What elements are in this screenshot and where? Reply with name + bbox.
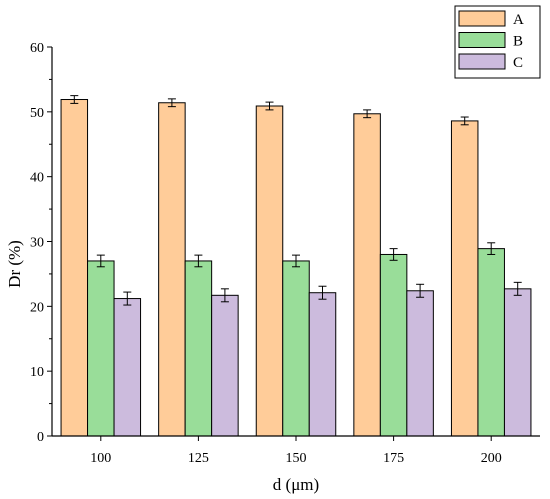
- bar-A-125: [158, 102, 186, 437]
- y-tick-label: 60: [30, 41, 44, 56]
- x-axis-title: d (μm): [273, 475, 319, 494]
- bar-C-200: [503, 288, 532, 437]
- legend-item-B: B: [458, 32, 523, 50]
- ticks-layer: 0 10 20 30 40 50 60 100 125 150 175 200: [30, 41, 502, 466]
- y-tick-label: 20: [30, 300, 44, 315]
- legend-swatch: [458, 53, 506, 70]
- error-bar-C-150: [318, 285, 327, 300]
- bar-C-150: [308, 292, 337, 437]
- legend-label: A: [513, 12, 524, 28]
- y-tick-label: 50: [30, 106, 44, 121]
- error-bar-C-100: [123, 291, 132, 306]
- error-bar-B-100: [96, 254, 105, 268]
- x-tick-label: 100: [90, 451, 111, 466]
- bar-A-175: [353, 113, 381, 437]
- bar-A-100: [60, 99, 89, 437]
- x-tick-label: 125: [188, 451, 209, 466]
- y-tick-label: 30: [30, 236, 44, 251]
- x-tick-label: 150: [286, 451, 307, 466]
- legend-swatch: [458, 10, 506, 27]
- bar-B-125: [184, 260, 213, 437]
- bar-C-100: [113, 298, 142, 437]
- x-tick-label: 175: [383, 451, 404, 466]
- error-bar-B-125: [194, 254, 203, 268]
- legend-swatch: [458, 32, 506, 48]
- error-bar-C-200: [513, 281, 522, 296]
- bar-A-200: [450, 120, 479, 437]
- error-bar-B-150: [292, 254, 300, 268]
- error-bars-layer: [70, 95, 522, 306]
- bar-B-100: [87, 260, 115, 437]
- error-bar-C-125: [220, 288, 229, 303]
- error-bar-B-175: [389, 248, 398, 261]
- bar-B-175: [379, 253, 408, 437]
- bars-layer: [60, 99, 532, 437]
- bar-C-175: [406, 290, 434, 437]
- legend-label: B: [513, 34, 523, 50]
- bar-C-125: [211, 294, 239, 437]
- error-bar-A-175: [363, 109, 372, 119]
- bar-B-200: [477, 248, 505, 437]
- legend-item-A: A: [458, 10, 524, 28]
- bar-B-150: [282, 260, 310, 437]
- y-tick-label: 10: [30, 365, 44, 380]
- error-bar-A-125: [167, 98, 176, 108]
- error-bar-A-100: [70, 95, 79, 104]
- legend-label: C: [513, 55, 523, 71]
- y-axis-title: Dr (%): [5, 240, 24, 288]
- legend-item-C: C: [458, 53, 523, 71]
- error-bar-A-150: [265, 101, 274, 111]
- legend: ABC: [454, 5, 541, 79]
- error-bar-B-200: [487, 242, 496, 255]
- error-bar-A-200: [460, 116, 469, 126]
- y-tick-label: 0: [37, 430, 44, 445]
- bar-A-150: [255, 105, 284, 437]
- error-bar-C-175: [416, 283, 425, 298]
- y-tick-label: 40: [30, 171, 44, 186]
- x-tick-label: 200: [481, 451, 502, 466]
